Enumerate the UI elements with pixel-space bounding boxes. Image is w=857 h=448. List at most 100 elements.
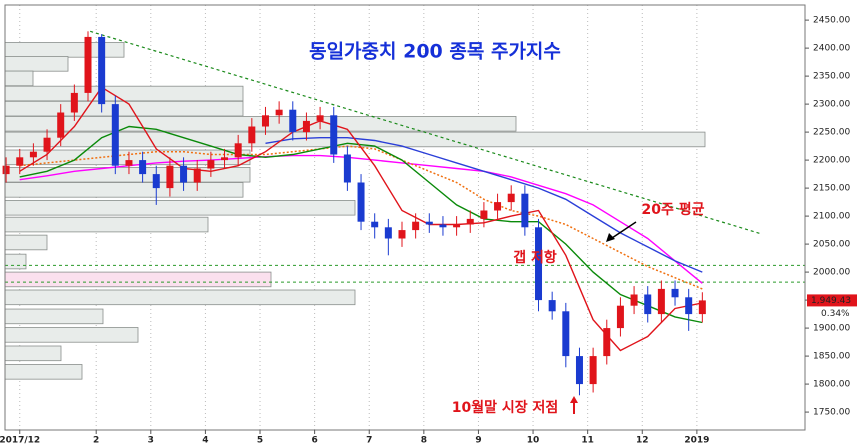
moving-average — [19, 145, 703, 290]
candle-body — [644, 294, 652, 315]
annotation: 20주 평균 — [642, 201, 705, 218]
y-tick-label: 2150.00 — [813, 184, 850, 194]
volume-profile-bar — [4, 70, 34, 87]
candle-body — [630, 294, 638, 306]
candle-body — [139, 160, 147, 175]
x-tick-label: 4 — [202, 436, 208, 446]
x-tick-label: 2017/12 — [0, 436, 40, 446]
candle-body — [384, 227, 392, 239]
candle-body — [466, 218, 474, 225]
candle-body — [548, 300, 556, 312]
candle-body — [180, 165, 188, 183]
y-tick-label: 2400.00 — [813, 44, 850, 54]
x-tick-label: 2019 — [684, 436, 709, 446]
candle-body — [207, 160, 215, 169]
candle-body — [657, 288, 665, 315]
x-tick-label: 6 — [311, 436, 317, 446]
y-tick-label: 2050.00 — [813, 240, 850, 250]
volume-profile-bar — [4, 85, 244, 102]
candle-body — [698, 300, 706, 315]
x-tick-label: 9 — [475, 436, 481, 446]
candle-body — [562, 311, 570, 357]
y-tick-label: 1900.00 — [813, 324, 850, 334]
volume-profile-bar — [4, 182, 244, 198]
annotation-arrowhead — [570, 396, 578, 403]
candle-body — [480, 210, 488, 219]
chart-title: 동일가중치 200 종목 주가지수 — [309, 41, 561, 63]
candle-body — [57, 112, 65, 138]
annotation-arrowhead — [606, 233, 615, 242]
annotation: 갭 저항 — [513, 249, 557, 266]
candle-body — [330, 115, 338, 155]
candle-body — [221, 157, 229, 161]
candle-body — [589, 356, 597, 385]
volume-profile-bar — [4, 200, 356, 216]
candle-body — [152, 174, 160, 189]
last-price-label: 1,949.43 — [811, 296, 851, 306]
y-tick-label: 1850.00 — [813, 352, 850, 362]
x-tick-label: 8 — [421, 436, 427, 446]
y-tick-label: 2000.00 — [813, 268, 850, 278]
candle-body — [425, 221, 433, 225]
volume-profile-bar — [4, 100, 244, 117]
candle-body — [193, 168, 201, 183]
y-tick-label: 1750.00 — [813, 408, 850, 418]
volume-profile-bar — [4, 42, 125, 58]
volume-profile-bar — [4, 253, 27, 270]
data-layer — [2, 30, 763, 396]
moving-average — [19, 154, 703, 284]
candle-body — [261, 115, 269, 127]
candle-body — [575, 356, 583, 385]
y-tick-label: 2250.00 — [813, 128, 850, 138]
candle-body — [84, 36, 92, 93]
last-price-box — [807, 294, 857, 307]
y-tick-label: 2350.00 — [813, 72, 850, 82]
trendline — [90, 30, 763, 235]
candle-body — [16, 157, 24, 166]
candle-body — [98, 36, 106, 105]
volume-profile-bar — [4, 216, 209, 233]
moving-average — [19, 125, 703, 324]
volume-profile-bar — [4, 289, 356, 306]
candle-body — [603, 328, 611, 357]
x-tick-label: 5 — [257, 436, 263, 446]
candle-body — [70, 92, 78, 113]
candle-body — [371, 221, 379, 228]
candle-body — [671, 288, 679, 298]
candle-body — [357, 182, 365, 222]
candle-body — [535, 227, 543, 301]
candle-body — [302, 120, 310, 133]
volume-profile-bar — [4, 271, 272, 288]
candle-body — [289, 109, 297, 133]
candle-body — [494, 202, 502, 211]
x-tick-label: 12 — [636, 436, 649, 446]
volume-profile-bar — [4, 116, 517, 132]
volume-profile-bar — [4, 308, 104, 325]
candle-body — [616, 305, 624, 329]
volume-profile-bar — [4, 166, 251, 183]
y-tick-label: 2200.00 — [813, 156, 850, 166]
candle-body — [343, 154, 351, 183]
moving-average — [265, 137, 703, 273]
candle-body — [43, 137, 51, 152]
candle-body — [412, 221, 420, 231]
x-tick-label: 11 — [581, 436, 594, 446]
volume-profile-bar — [4, 234, 48, 251]
annotation: 10월말 시장 저점 — [452, 399, 559, 416]
x-tick-label: 2 — [93, 436, 99, 446]
last-change-label: 0.34% — [821, 309, 850, 319]
background-layer — [4, 5, 805, 430]
plot-frame — [4, 4, 806, 431]
x-tick-label: 7 — [366, 436, 372, 446]
y-tick-label: 2100.00 — [813, 212, 850, 222]
candle-body — [507, 193, 515, 203]
candle-body — [521, 193, 529, 228]
y-tick-label: 2300.00 — [813, 100, 850, 110]
candle-body — [111, 104, 119, 166]
candle-body — [234, 143, 242, 158]
volume-profile-bar — [4, 56, 69, 72]
volume-profile-bar — [4, 345, 62, 362]
candle-body — [275, 109, 283, 116]
candle-body — [2, 165, 10, 175]
